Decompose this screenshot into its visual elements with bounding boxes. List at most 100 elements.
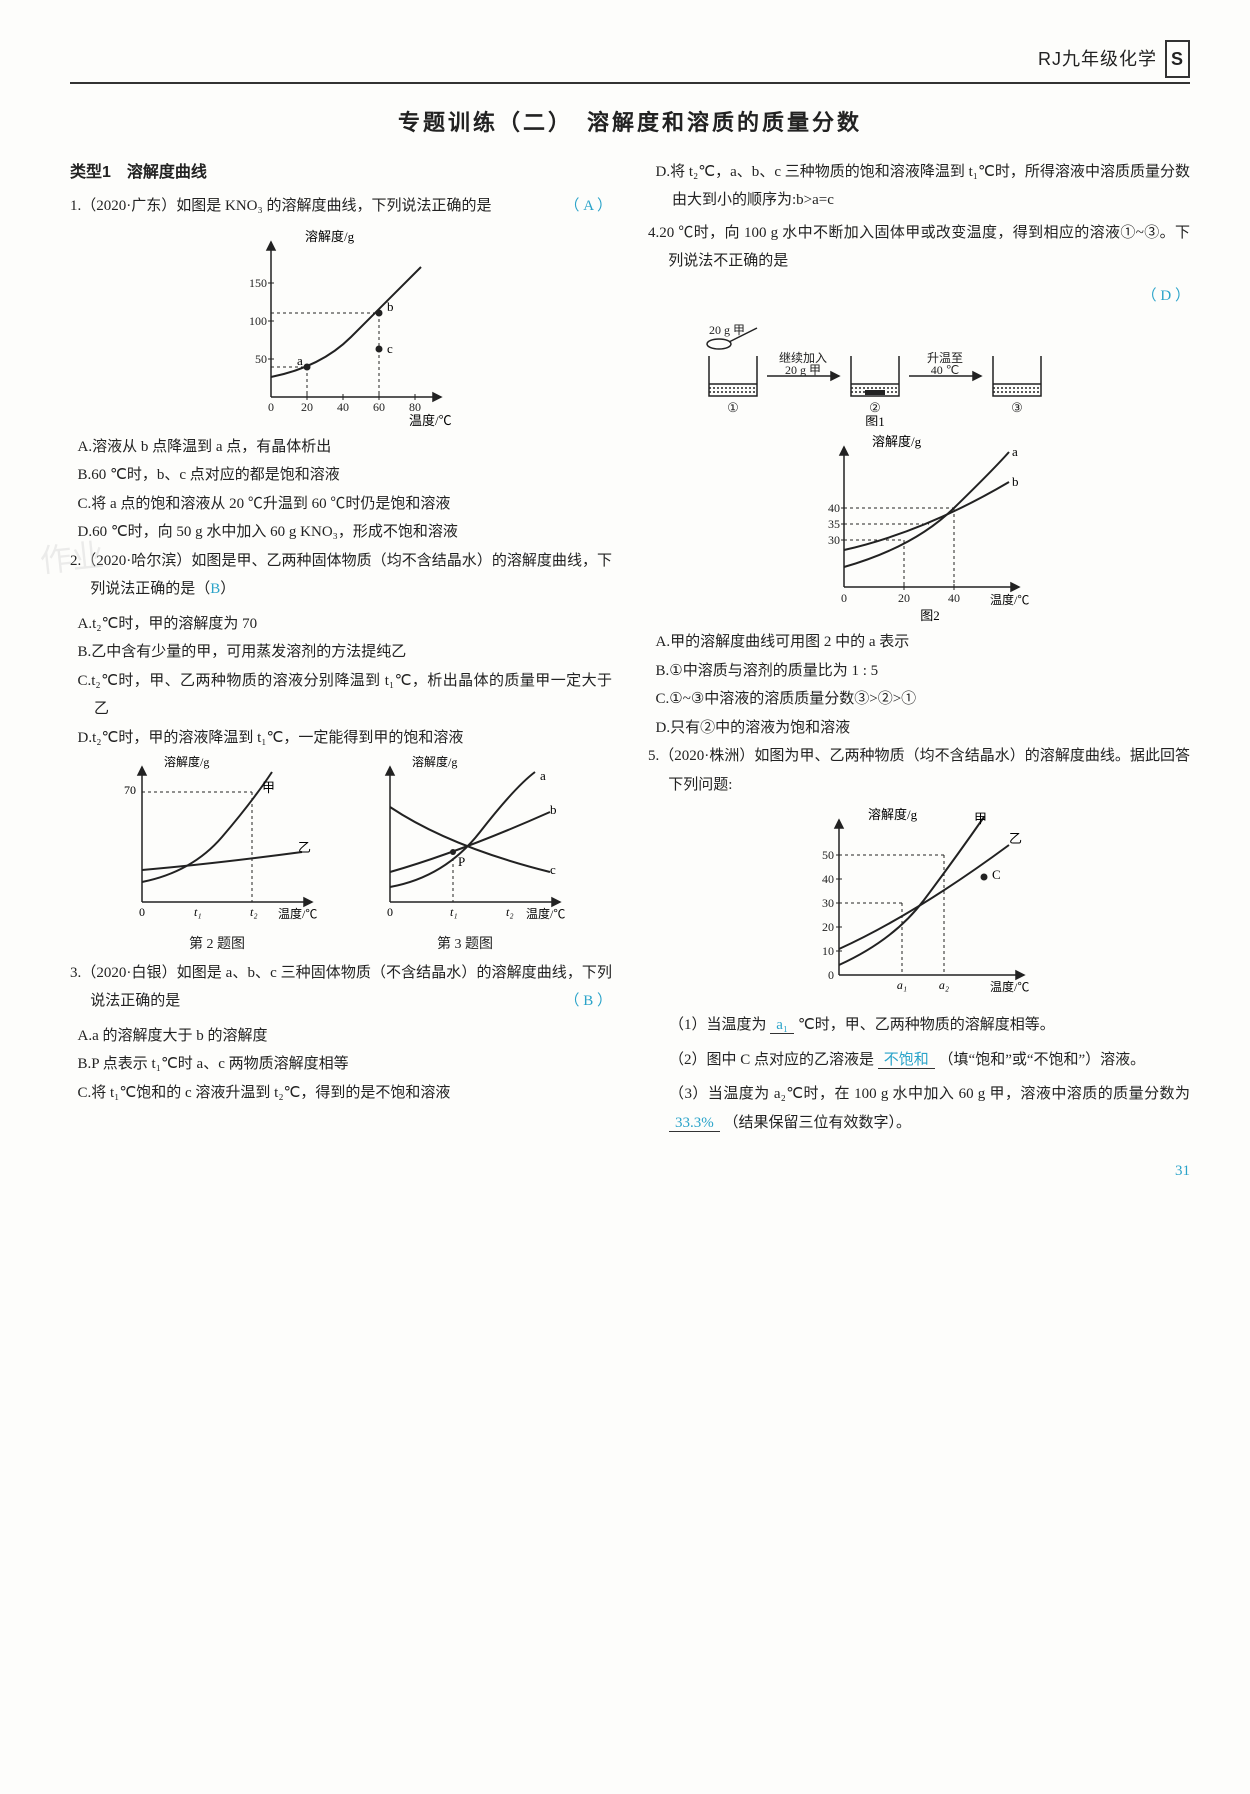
svg-text:0: 0 [268,400,274,414]
svg-text:图1: 图1 [865,414,885,426]
page-header: RJ九年级化学 S [70,40,1190,84]
right-column: D.将 t₂℃，a、b、c 三种物质的饱和溶液降温到 t₁℃时，所得溶液中溶质质… [648,158,1190,1144]
svg-text:50: 50 [822,848,834,862]
svg-text:a₂: a₂ [939,978,949,992]
q5-part3: （3）当温度为 a₂℃时，在 100 g 水中加入 60 g 甲，溶液中溶质的质… [648,1080,1190,1137]
svg-text:0: 0 [139,905,145,919]
svg-text:②: ② [869,400,881,415]
q4-optA: A.甲的溶解度曲线可用图 2 中的 a 表示 [648,628,1190,657]
q5-blank3: 33.3% [669,1115,720,1132]
svg-text:70: 70 [124,783,136,797]
svg-text:40 ℃: 40 ℃ [931,363,959,377]
svg-text:b: b [550,802,557,817]
svg-text:溶解度/g: 溶解度/g [868,807,918,822]
svg-text:20 g 甲: 20 g 甲 [709,323,745,337]
q2-stem: 2.（2020·哈尔滨）如图是甲、乙两种固体物质（均不含结晶水）的溶解度曲线，下… [70,547,612,604]
svg-text:20 g 甲: 20 g 甲 [785,363,821,377]
q1-optA: A.溶液从 b 点降温到 a 点，有晶体析出 [70,433,612,462]
svg-text:图2: 图2 [920,608,940,622]
svg-text:温度/℃: 温度/℃ [526,906,565,921]
q3-optB: B.P 点表示 t₁℃时 a、c 两物质溶解度相等 [70,1050,612,1079]
q2-chart: 70 甲 乙 0 t₁ t₂ 温度/℃ 溶解度/g [102,752,332,932]
svg-text:40: 40 [828,501,840,515]
q3-optC: C.将 t₁℃饱和的 c 溶液升温到 t₂℃，得到的是不饱和溶液 [70,1079,612,1108]
svg-text:0: 0 [828,968,834,982]
svg-text:溶解度/g: 溶解度/g [872,434,922,449]
svg-text:t₂: t₂ [506,905,514,919]
svg-text:40: 40 [337,400,349,414]
svg-text:0: 0 [841,591,847,605]
q4-optC: C.①~③中溶液的溶质质量分数③>②>① [648,685,1190,714]
q3-chart: a b c P 0 t₁ t₂ 温度/℃ 溶解度/g [350,752,580,932]
svg-text:50: 50 [255,352,267,366]
svg-text:20: 20 [898,591,910,605]
svg-text:温度/℃: 温度/℃ [990,979,1029,994]
svg-text:20: 20 [822,920,834,934]
svg-text:①: ① [727,400,739,415]
svg-text:40: 40 [948,591,960,605]
q4-stem: 4.20 ℃时，向 100 g 水中不断加入固体甲或改变温度，得到相应的溶液①~… [648,219,1190,276]
q4-optD: D.只有②中的溶液为饱和溶液 [648,714,1190,743]
q4-fig2: 30 35 40 0 20 40 a b 溶解度/g 温度/℃ [648,432,1190,622]
main-title: 专题训练（二） 溶解度和溶质的质量分数 [70,102,1190,144]
q5-part1: （1）当温度为 a₁ ℃时，甲、乙两种物质的溶解度相等。 [648,1011,1190,1040]
q5-chart: 0 10 20 30 40 50 甲 乙 C a₁ a₂ 溶解度/g 温度/℃ [648,805,1190,1005]
svg-text:c: c [387,341,393,356]
svg-text:20: 20 [301,400,313,414]
q1-optD: D.60 ℃时，向 50 g 水中加入 60 g KNO₃，形成不饱和溶液 [70,518,612,547]
q5-blank1: a₁ [770,1017,794,1034]
q1-chart: 50 100 150 0 20 40 60 80 a b c [70,227,612,427]
q3-caption: 第 3 题图 [350,932,580,959]
svg-text:0: 0 [387,905,393,919]
q5-blank2: 不饱和 [878,1052,935,1069]
two-column-layout: 作业 类型1 溶解度曲线 1.（2020·广东）如图是 KNO₃ 的溶解度曲线，… [70,158,1190,1144]
q3-optA: A.a 的溶解度大于 b 的溶解度 [70,1022,612,1051]
svg-text:30: 30 [828,533,840,547]
q3-stem: 3.（2020·白银）如图是 a、b、c 三种固体物质（不含结晶水）的溶解度曲线… [70,959,612,1016]
svg-text:35: 35 [828,517,840,531]
svg-text:溶解度/g: 溶解度/g [412,754,457,769]
q2-optD: D.t₂℃时，甲的溶液降温到 t₁℃，一定能得到甲的饱和溶液 [70,724,612,753]
svg-text:a: a [540,768,546,783]
svg-text:a: a [297,353,303,368]
q1-answer: （ A ） [585,192,612,221]
section-heading: 类型1 溶解度曲线 [70,158,612,188]
svg-text:t₁: t₁ [450,905,458,919]
q2-optB: B.乙中含有少量的甲，可用蒸发溶剂的方法提纯乙 [70,638,612,667]
header-text: RJ九年级化学 [1038,49,1157,69]
svg-text:温度/℃: 温度/℃ [990,592,1029,607]
svg-text:溶解度/g: 溶解度/g [305,229,355,244]
svg-text:b: b [1012,474,1019,489]
q2-optC: C.t₂℃时，甲、乙两种物质的溶液分别降温到 t₁℃，析出晶体的质量甲一定大于乙 [70,667,612,724]
svg-text:60: 60 [373,400,385,414]
svg-text:80: 80 [409,400,421,414]
svg-text:b: b [387,299,394,314]
svg-text:③: ③ [1011,400,1023,415]
q3-optD: D.将 t₂℃，a、b、c 三种物质的饱和溶液降温到 t₁℃时，所得溶液中溶质质… [648,158,1190,215]
svg-text:溶解度/g: 溶解度/g [164,754,209,769]
left-column: 作业 类型1 溶解度曲线 1.（2020·广东）如图是 KNO₃ 的溶解度曲线，… [70,158,612,1144]
svg-text:甲: 甲 [262,780,275,795]
q5-part2: （2）图中 C 点对应的乙溶液是 不饱和 （填“饱和”或“不饱和”）溶液。 [648,1046,1190,1075]
svg-text:100: 100 [249,314,267,328]
header-logo: S [1165,40,1190,78]
q4-fig1: 20 g 甲 ① 继续加入 20 g 甲 ② [648,316,1190,426]
svg-text:乙: 乙 [298,840,311,855]
q4-answer: （ D ） [648,282,1190,311]
svg-text:30: 30 [822,896,834,910]
svg-text:10: 10 [822,944,834,958]
svg-text:150: 150 [249,276,267,290]
q1-stem: 1.（2020·广东）如图是 KNO₃ 的溶解度曲线，下列说法正确的是 （ A … [70,192,612,221]
q4-optB: B.①中溶质与溶剂的质量比为 1 : 5 [648,657,1190,686]
svg-text:温度/℃: 温度/℃ [278,906,317,921]
q2-optA: A.t₂℃时，甲的溶解度为 70 [70,610,612,639]
q2-q3-figures: 70 甲 乙 0 t₁ t₂ 温度/℃ 溶解度/g 第 2 题图 [70,752,612,959]
q5-stem: 5.（2020·株洲）如图为甲、乙两种物质（均不含结晶水）的溶解度曲线。据此回答… [648,742,1190,799]
page-number: 31 [70,1157,1190,1186]
q2-caption: 第 2 题图 [102,932,332,959]
svg-text:40: 40 [822,872,834,886]
svg-text:P: P [458,854,465,869]
svg-text:乙: 乙 [1009,831,1022,846]
q1-optC: C.将 a 点的饱和溶液从 20 ℃升温到 60 ℃时仍是饱和溶液 [70,490,612,519]
svg-text:c: c [550,862,556,877]
